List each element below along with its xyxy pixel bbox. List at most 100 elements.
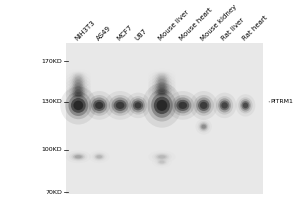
Ellipse shape — [95, 102, 103, 109]
Ellipse shape — [75, 77, 82, 80]
Ellipse shape — [75, 90, 82, 93]
Ellipse shape — [194, 95, 214, 116]
Ellipse shape — [201, 125, 206, 129]
Text: MCF7: MCF7 — [116, 24, 134, 42]
Ellipse shape — [196, 97, 211, 113]
Text: 70KD: 70KD — [45, 190, 62, 195]
Ellipse shape — [216, 96, 233, 115]
Text: Mouse heart: Mouse heart — [178, 7, 214, 42]
Ellipse shape — [190, 91, 218, 120]
Ellipse shape — [154, 80, 169, 87]
Ellipse shape — [238, 97, 253, 113]
Text: Mouse kidney: Mouse kidney — [200, 3, 238, 42]
Ellipse shape — [154, 86, 169, 93]
Ellipse shape — [116, 102, 124, 109]
Ellipse shape — [135, 102, 141, 109]
Ellipse shape — [73, 89, 83, 94]
Ellipse shape — [71, 91, 85, 98]
Ellipse shape — [93, 100, 105, 111]
Ellipse shape — [156, 87, 167, 92]
Ellipse shape — [148, 89, 176, 122]
Ellipse shape — [156, 84, 167, 89]
Text: U87: U87 — [134, 27, 148, 42]
Text: 100KD: 100KD — [41, 147, 62, 152]
Ellipse shape — [91, 97, 107, 113]
Ellipse shape — [73, 82, 83, 87]
Ellipse shape — [133, 100, 143, 110]
Ellipse shape — [220, 100, 230, 110]
Ellipse shape — [69, 90, 88, 99]
Ellipse shape — [114, 100, 127, 111]
Text: Mouse liver: Mouse liver — [158, 9, 190, 42]
Ellipse shape — [109, 95, 132, 116]
Text: AS49: AS49 — [95, 25, 112, 42]
Ellipse shape — [200, 124, 207, 130]
Ellipse shape — [154, 83, 169, 90]
Ellipse shape — [71, 98, 86, 113]
Ellipse shape — [88, 95, 110, 116]
Ellipse shape — [112, 97, 129, 113]
Ellipse shape — [151, 93, 172, 118]
Ellipse shape — [71, 88, 85, 95]
Ellipse shape — [71, 81, 85, 88]
Ellipse shape — [176, 100, 189, 111]
Ellipse shape — [152, 85, 172, 95]
Ellipse shape — [94, 153, 105, 160]
Ellipse shape — [198, 121, 210, 132]
Ellipse shape — [167, 91, 199, 120]
Ellipse shape — [158, 155, 166, 158]
Ellipse shape — [84, 91, 114, 120]
Ellipse shape — [200, 102, 208, 109]
Ellipse shape — [75, 93, 82, 96]
Ellipse shape — [240, 99, 251, 112]
Ellipse shape — [157, 100, 167, 111]
Ellipse shape — [129, 96, 147, 115]
Ellipse shape — [95, 154, 103, 159]
Ellipse shape — [158, 82, 166, 85]
Ellipse shape — [71, 78, 85, 85]
Ellipse shape — [213, 93, 236, 118]
Ellipse shape — [125, 93, 151, 118]
Ellipse shape — [174, 97, 191, 113]
Ellipse shape — [158, 88, 166, 92]
Ellipse shape — [154, 153, 169, 160]
Ellipse shape — [158, 91, 166, 95]
Ellipse shape — [68, 95, 88, 116]
Ellipse shape — [221, 102, 228, 109]
Ellipse shape — [236, 94, 255, 117]
Ellipse shape — [60, 86, 96, 125]
Ellipse shape — [71, 153, 85, 160]
Text: NIH3T3: NIH3T3 — [74, 19, 97, 42]
Ellipse shape — [158, 85, 166, 89]
Ellipse shape — [243, 103, 248, 108]
Ellipse shape — [218, 98, 231, 112]
Ellipse shape — [65, 92, 92, 119]
Ellipse shape — [131, 98, 145, 112]
Ellipse shape — [73, 79, 83, 84]
Text: Rat heart: Rat heart — [241, 14, 268, 42]
Ellipse shape — [73, 76, 83, 81]
Ellipse shape — [69, 87, 88, 96]
Ellipse shape — [71, 85, 85, 92]
Ellipse shape — [154, 89, 169, 97]
Text: Rat liver: Rat liver — [220, 17, 245, 42]
Ellipse shape — [198, 100, 209, 111]
Ellipse shape — [158, 160, 166, 164]
Ellipse shape — [73, 154, 83, 159]
Ellipse shape — [74, 101, 83, 110]
Bar — [66, 43, 263, 194]
Ellipse shape — [171, 95, 194, 116]
Ellipse shape — [156, 154, 167, 159]
Ellipse shape — [104, 91, 136, 120]
Ellipse shape — [156, 81, 167, 86]
Ellipse shape — [156, 75, 167, 80]
Ellipse shape — [156, 78, 167, 83]
Ellipse shape — [142, 83, 182, 128]
Ellipse shape — [75, 155, 82, 158]
Ellipse shape — [159, 161, 165, 163]
Text: 170KD: 170KD — [41, 59, 62, 64]
Ellipse shape — [156, 91, 167, 95]
Ellipse shape — [75, 87, 82, 90]
Text: PITRM1: PITRM1 — [270, 99, 293, 104]
Ellipse shape — [73, 92, 83, 97]
